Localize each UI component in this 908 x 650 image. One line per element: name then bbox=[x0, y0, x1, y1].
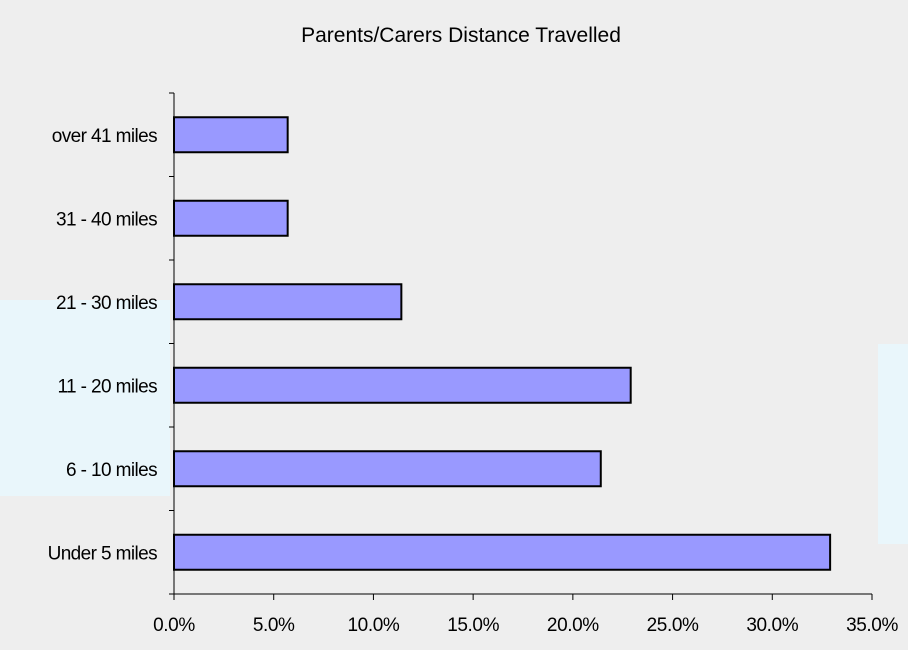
x-tick-label: 0.0% bbox=[153, 615, 195, 636]
category-label: 11 - 20 miles bbox=[57, 376, 157, 397]
x-tick-label: 20.0% bbox=[547, 615, 599, 636]
bar-21-30-miles bbox=[173, 283, 403, 321]
background-band-left bbox=[0, 300, 170, 496]
bar-31-40-miles bbox=[173, 199, 289, 237]
category-label: 31 - 40 miles bbox=[56, 209, 157, 230]
x-tick-label: 5.0% bbox=[253, 615, 295, 636]
x-tick-label: 30.0% bbox=[746, 615, 798, 636]
x-tick-label: 35.0% bbox=[846, 615, 898, 636]
background-band-right bbox=[878, 344, 908, 544]
x-tick-label: 25.0% bbox=[647, 615, 699, 636]
category-label: 21 - 30 miles bbox=[56, 293, 157, 314]
plot-area: 0.0% 5.0% 10.0% 15.0% 20.0% 25.0% 30.0% 35.0% ov… bbox=[48, 92, 899, 636]
bar-over-41-miles bbox=[173, 116, 289, 154]
chart-title: Parents/Carers Distance Travelled bbox=[301, 24, 621, 47]
x-tick-label: 10.0% bbox=[347, 615, 399, 636]
category-label: over 41 miles bbox=[52, 126, 157, 147]
bar-11-20-miles bbox=[173, 366, 632, 404]
category-label: 6 - 10 miles bbox=[66, 460, 157, 481]
category-label: Under 5 miles bbox=[48, 543, 158, 564]
bar-6-10-miles bbox=[173, 450, 602, 488]
x-tick-label: 15.0% bbox=[447, 615, 499, 636]
bar-under-5-miles bbox=[173, 533, 832, 571]
